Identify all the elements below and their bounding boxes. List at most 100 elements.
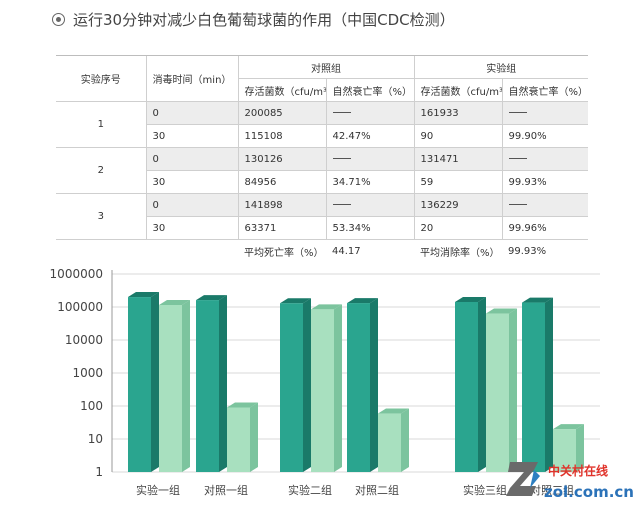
header-control-count: 存活菌数（cfu/m³） <box>237 78 326 102</box>
control-count-cell: 200085 <box>237 101 326 125</box>
test-count-cell: 131471 <box>413 147 502 171</box>
control-rate-cell: 42.47% <box>325 124 414 148</box>
table-row: 2 0 130126 131471 <box>56 147 588 194</box>
y-tick-label: 1 <box>95 465 103 479</box>
bar-front <box>280 303 303 472</box>
bar-front <box>196 300 219 472</box>
time-cell: 0 <box>145 147 238 171</box>
x-tick-label: 对照二组 <box>355 483 399 497</box>
summary-test-label: 平均消除率（%） <box>420 247 500 259</box>
test-rate-cell: 99.93% <box>501 170 588 194</box>
y-tick-label: 100 <box>80 399 103 413</box>
test-rate-cell <box>501 101 588 125</box>
bar-side <box>182 299 190 472</box>
x-tick-label: 实验二组 <box>288 483 332 497</box>
control-rate-cell <box>325 147 414 171</box>
control-rate-cell: 53.34% <box>325 216 414 240</box>
x-tick-labels: 实验一组 对照一组 实验二组 对照二组 实验三组 对照三组 <box>136 483 574 497</box>
watermark-line2: zol.com.cn <box>544 483 634 501</box>
data-table: 实验序号 消毒时间（min） 对照组 实验组 存活菌数（cfu/m³） 自然衰亡… <box>56 55 588 262</box>
bar-front <box>522 302 545 472</box>
time-cell: 30 <box>145 170 238 194</box>
bar-side <box>250 402 258 472</box>
dash-mark <box>508 204 527 205</box>
bar-top <box>311 304 342 310</box>
serial-cell: 3 <box>56 193 146 240</box>
bar-top <box>486 308 517 314</box>
header-test-group: 实验组 <box>413 55 588 79</box>
bar-top <box>227 402 258 408</box>
header-serial: 实验序号 <box>56 55 146 102</box>
test-rate-cell <box>501 193 588 217</box>
bar <box>311 304 342 472</box>
bar <box>196 295 227 472</box>
bar-side <box>370 298 378 472</box>
header-test-count: 存活菌数（cfu/m³） <box>413 78 502 102</box>
control-count-cell: 141898 <box>237 193 326 217</box>
y-tick-label: 10000 <box>65 333 103 347</box>
bar-top <box>553 424 584 430</box>
table-row: 3 0 141898 136229 <box>56 193 588 240</box>
bar-front <box>311 309 334 472</box>
test-count-cell: 136229 <box>413 193 502 217</box>
bar-top <box>347 298 378 304</box>
bar <box>553 424 584 472</box>
table-row: 30 84956 34.71% 59 99.93% <box>56 170 588 194</box>
bar <box>455 296 486 472</box>
dash-mark <box>508 112 527 113</box>
bar-top <box>280 298 311 304</box>
bar-front <box>486 313 509 472</box>
table-row: 30 63371 53.34% 20 99.96% <box>56 216 588 240</box>
bar-top <box>128 292 159 298</box>
y-tick-label: 1000 <box>72 366 103 380</box>
test-rate-cell <box>501 147 588 171</box>
control-count-cell: 84956 <box>237 170 326 194</box>
bars <box>128 292 584 472</box>
dash-mark <box>332 158 351 159</box>
time-cell: 0 <box>145 193 238 217</box>
title-text: 运行30分钟对减少白色葡萄球菌的作用（中国CDC检测） <box>73 11 455 29</box>
time-cell: 0 <box>145 101 238 125</box>
bar-front <box>378 413 401 472</box>
summary-control-label: 平均死亡率（%） <box>244 247 324 259</box>
x-tick-label: 对照三组 <box>530 483 574 497</box>
bar <box>159 299 190 472</box>
bar-front <box>227 407 250 472</box>
bar <box>522 297 553 472</box>
watermark-line1: 中关村在线 <box>548 463 608 478</box>
bar <box>486 308 517 472</box>
bar <box>227 402 258 472</box>
bar-side <box>303 298 311 472</box>
header-control-group: 对照组 <box>237 55 414 79</box>
bar-side <box>334 304 342 472</box>
y-tick-label: 100000 <box>57 300 103 314</box>
x-tick-label: 对照一组 <box>204 483 248 497</box>
bar-side <box>219 295 227 472</box>
zol-logo-icon <box>506 462 540 496</box>
bar-side <box>151 292 159 472</box>
bar <box>280 298 311 472</box>
bar-top <box>378 408 409 414</box>
table-row: 30 115108 42.47% 90 99.90% <box>56 124 588 148</box>
summary-test-value: 99.93% <box>508 245 547 257</box>
test-count-cell: 161933 <box>413 101 502 125</box>
bar <box>347 298 378 472</box>
bar-front <box>347 303 370 472</box>
test-rate-cell: 99.96% <box>501 216 588 240</box>
summary-control-value: 44.17 <box>332 245 361 257</box>
bar-top <box>455 296 486 302</box>
bar-front <box>128 297 151 472</box>
watermark: 中关村在线 zol.com.cn <box>506 462 634 501</box>
y-tick-label: 1000000 <box>50 267 103 281</box>
bar-side <box>478 296 486 472</box>
control-count-cell: 115108 <box>237 124 326 148</box>
test-count-cell: 59 <box>413 170 502 194</box>
bar-front <box>159 304 182 472</box>
time-cell: 30 <box>145 124 238 148</box>
test-rate-cell: 99.90% <box>501 124 588 148</box>
bar-side <box>401 408 409 472</box>
header-time: 消毒时间（min） <box>145 55 238 102</box>
bar-side <box>545 297 553 472</box>
bar-top <box>196 295 227 301</box>
dash-mark <box>508 158 527 159</box>
